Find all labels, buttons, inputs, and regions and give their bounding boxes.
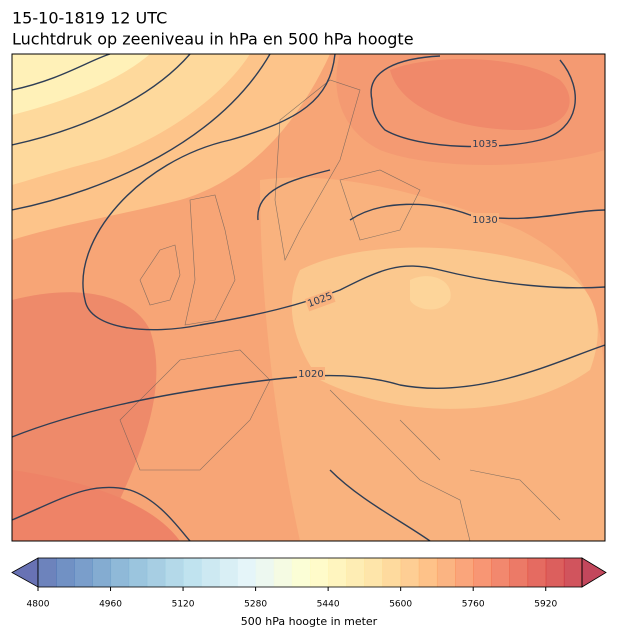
- colorbar-segment: [400, 558, 420, 587]
- colorbar-tick-label: 4960: [99, 600, 122, 610]
- colorbar-segment: [146, 558, 166, 587]
- map: 1035 1030 1025 1020: [12, 54, 605, 541]
- contour-label: 1030: [472, 215, 497, 226]
- colorbar-segment: [92, 558, 112, 587]
- colorbar: 4800 4960 5120 5280 5440 5600 5760 5920: [11, 557, 607, 610]
- colorbar-segment: [110, 558, 130, 587]
- colorbar-segment: [436, 558, 456, 587]
- colorbar-extend: [581, 557, 607, 588]
- colorbar-segment: [455, 558, 474, 587]
- colorbar-segment: [382, 558, 402, 587]
- contour-label: 1035: [472, 139, 497, 150]
- colorbar-tick-label: 5440: [317, 600, 340, 610]
- colorbar-segment: [56, 558, 75, 587]
- colorbar-segment: [183, 558, 202, 587]
- colorbar-segment: [219, 558, 238, 587]
- colorbar-segment: [201, 558, 220, 587]
- colorbar-tick-label: 5600: [389, 600, 412, 610]
- colorbar-segment: [273, 558, 293, 587]
- colorbar-segment: [563, 558, 583, 587]
- colorbar-segment: [364, 558, 384, 587]
- map-frame: [11, 53, 606, 542]
- colorbar-segment: [74, 558, 93, 587]
- colorbar-tick-label: 5760: [462, 600, 485, 610]
- colorbar-segment: [255, 558, 275, 587]
- colorbar-extend: [11, 557, 39, 588]
- colorbar-segment: [418, 558, 438, 587]
- colorbar-segment: [310, 558, 329, 587]
- contour-label: 1020: [298, 369, 323, 380]
- subtitle: Luchtdruk op zeeniveau in hPa en 500 hPa…: [12, 30, 414, 49]
- title: 15-10-1819 12 UTC: [12, 9, 167, 28]
- colorbar-tick-label: 5120: [172, 600, 195, 610]
- colorbar-segment: [291, 558, 311, 587]
- colorbar-tick-label: 5280: [244, 600, 267, 610]
- colorbar-segment: [473, 558, 492, 587]
- colorbar-tick-label: 5920: [534, 600, 557, 610]
- colorbar-tick-label: 4800: [27, 600, 50, 610]
- colorbar-segment: [328, 558, 347, 587]
- colorbar-segment: [128, 558, 148, 587]
- colorbar-segment: [346, 558, 365, 587]
- colorbar-segment: [164, 558, 184, 587]
- colorbar-label: 500 hPa hoogte in meter: [241, 615, 378, 628]
- colorbar-segment: [237, 558, 257, 587]
- colorbar-segment: [545, 558, 565, 587]
- colorbar-segment: [38, 558, 57, 587]
- colorbar-segment: [509, 558, 529, 587]
- colorbar-frame: [37, 557, 583, 588]
- colorbar-segment: [527, 558, 547, 587]
- colorbar-segment: [491, 558, 510, 587]
